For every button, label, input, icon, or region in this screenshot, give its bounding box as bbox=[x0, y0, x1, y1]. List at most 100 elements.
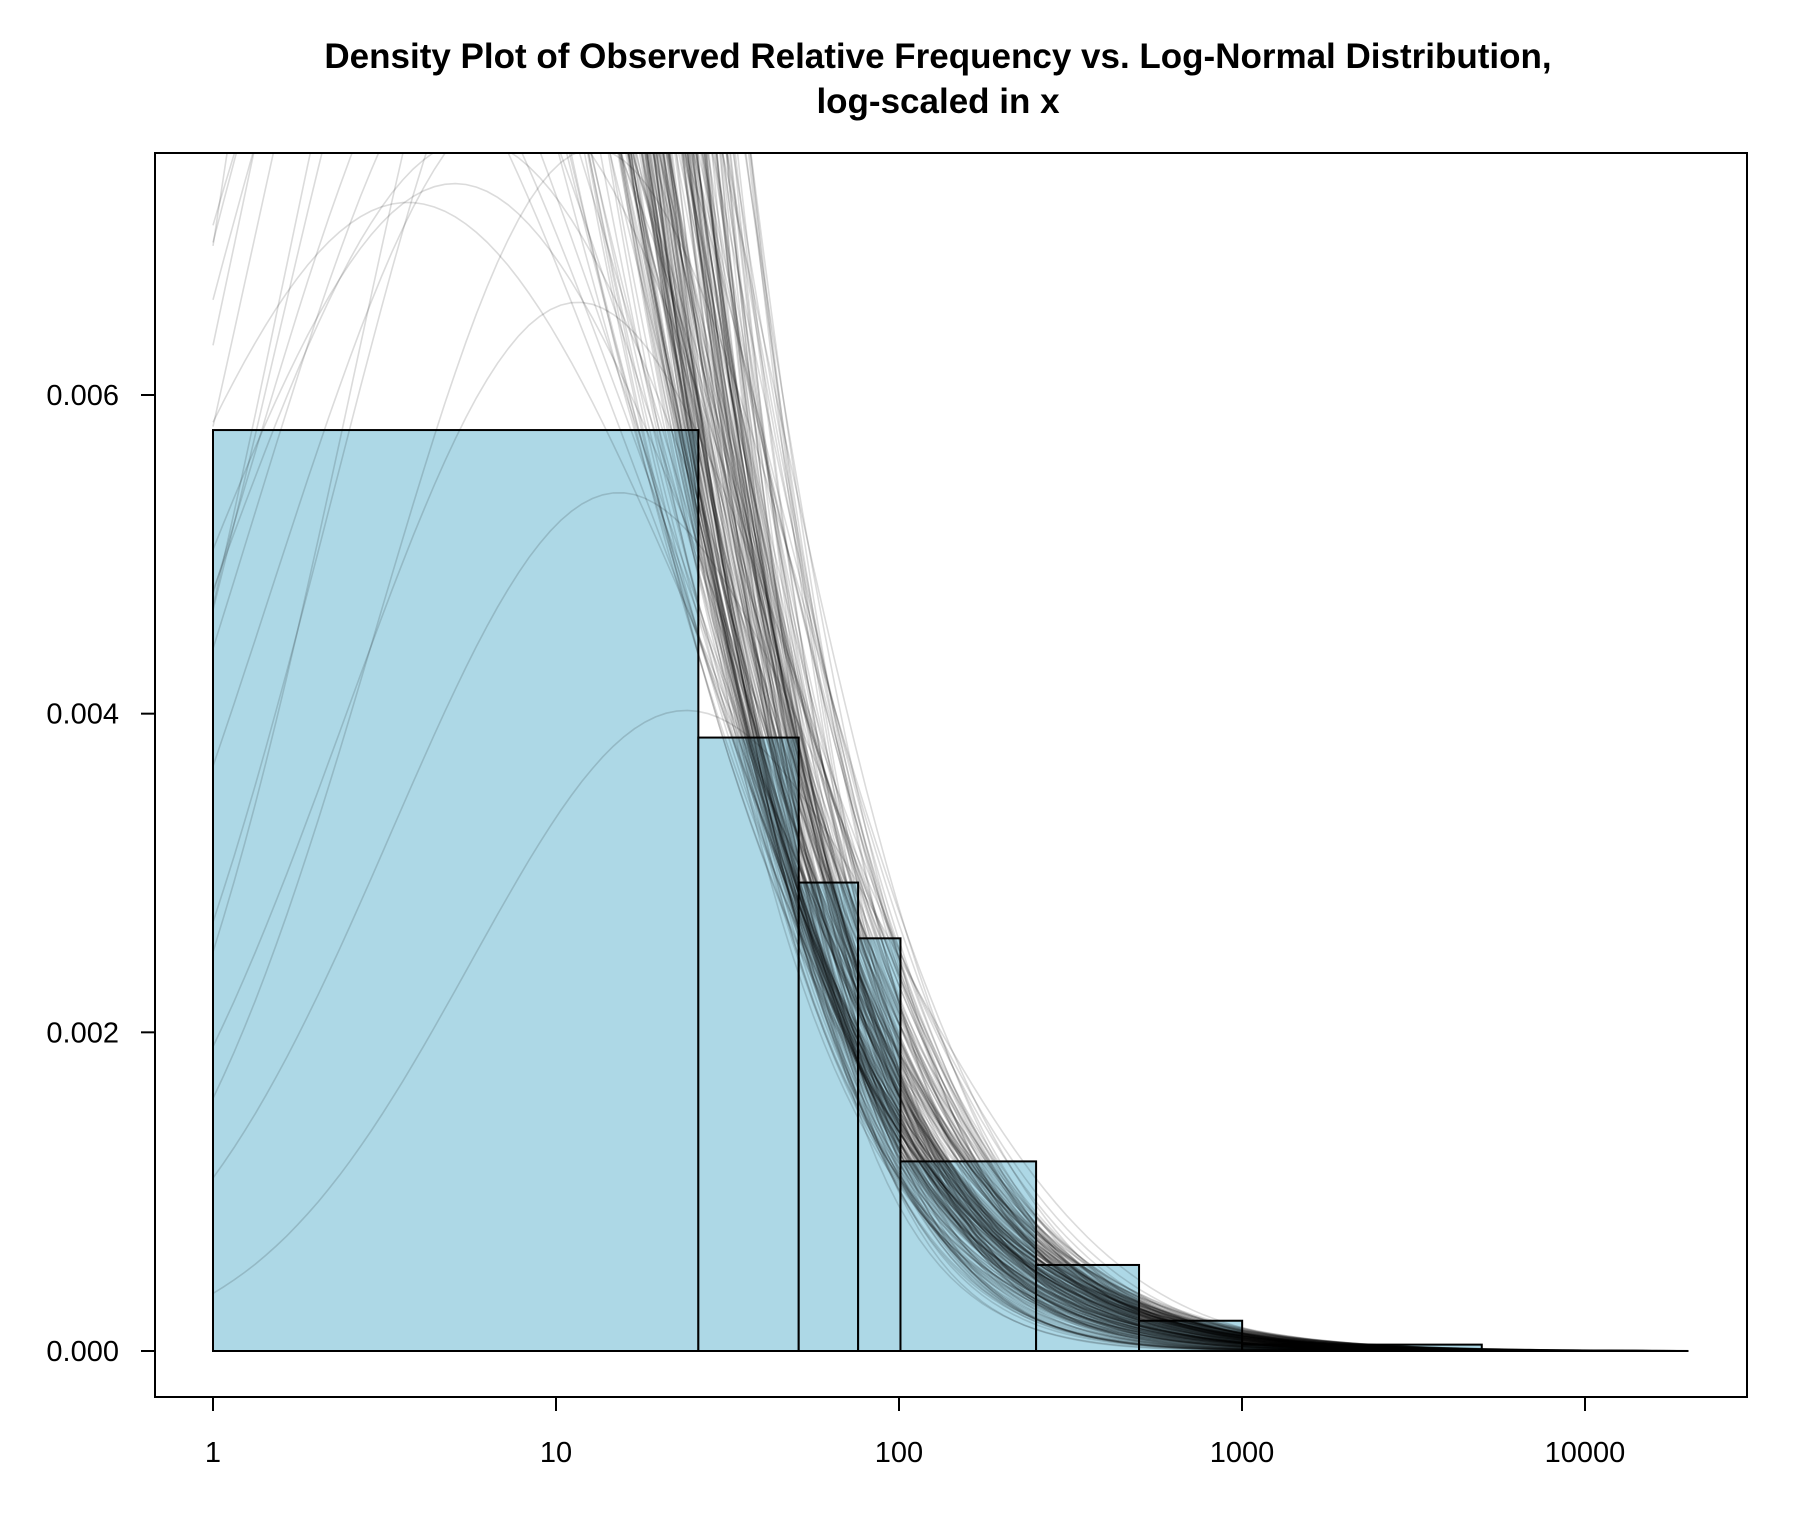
lognormal-curve-207 bbox=[669, 153, 1689, 1352]
lognormal-curve-177 bbox=[652, 153, 1689, 1352]
lognormal-curve-35 bbox=[646, 153, 1689, 1352]
lognormal-curve-169 bbox=[212, 201, 1689, 1352]
y-tick-label-1: 0.002 bbox=[46, 1017, 119, 1049]
lognormal-curve-127 bbox=[626, 153, 1689, 1352]
lognormal-curve-21 bbox=[620, 153, 1689, 1352]
lognormal-curve-6 bbox=[212, 153, 1689, 1352]
y-tick-label-3: 0.006 bbox=[46, 380, 119, 412]
lognormal-curve-28 bbox=[645, 153, 1689, 1352]
lognormal-curve-161 bbox=[627, 153, 1689, 1352]
lognormal-curve-104 bbox=[680, 153, 1689, 1352]
lognormal-curve-144 bbox=[640, 153, 1689, 1352]
lognormal-curve-143 bbox=[668, 153, 1689, 1352]
lognormal-curve-180 bbox=[666, 153, 1689, 1352]
lognormal-curve-113 bbox=[635, 153, 1689, 1352]
lognormal-curve-118 bbox=[590, 153, 1689, 1352]
lognormal-curve-9 bbox=[599, 153, 1689, 1352]
x-tick-label-1: 10 bbox=[540, 1437, 572, 1469]
lognormal-curve-148 bbox=[627, 153, 1689, 1352]
lognormal-curve-171 bbox=[559, 153, 1689, 1352]
lognormal-curve-103 bbox=[583, 153, 1689, 1352]
lognormal-curve-121 bbox=[619, 153, 1689, 1352]
lognormal-curve-82 bbox=[626, 153, 1689, 1352]
lognormal-curve-114 bbox=[630, 153, 1689, 1352]
lognormal-curve-219 bbox=[586, 153, 1689, 1352]
lognormal-curve-19 bbox=[212, 153, 1689, 1352]
lognormal-curve-215 bbox=[656, 153, 1689, 1352]
lognormal-curve-152 bbox=[679, 153, 1689, 1352]
x-tick-label-4: 10000 bbox=[1545, 1437, 1626, 1469]
lognormal-curve-129 bbox=[609, 153, 1689, 1352]
histogram-bar-1 bbox=[697, 736, 800, 1352]
lognormal-curve-140 bbox=[627, 153, 1689, 1352]
lognormal-curve-191 bbox=[618, 153, 1689, 1352]
lognormal-curve-172 bbox=[628, 153, 1689, 1352]
lognormal-curve-185 bbox=[212, 301, 1689, 1352]
lognormal-curve-200 bbox=[212, 153, 1689, 1352]
lognormal-curve-146 bbox=[617, 153, 1689, 1352]
lognormal-curve-156 bbox=[609, 153, 1689, 1352]
histogram-bar-0 bbox=[212, 429, 700, 1352]
chart-title: Density Plot of Observed Relative Freque… bbox=[324, 37, 1551, 76]
lognormal-curve-202 bbox=[587, 153, 1689, 1352]
lognormal-curve-68 bbox=[665, 153, 1689, 1352]
lognormal-curve-40 bbox=[641, 153, 1689, 1352]
lognormal-curve-36 bbox=[652, 153, 1689, 1352]
lognormal-curve-47 bbox=[507, 153, 1689, 1352]
chart-subtitle: log-scaled in x bbox=[816, 82, 1060, 121]
lognormal-curve-13 bbox=[587, 153, 1689, 1352]
lognormal-curve-164 bbox=[635, 153, 1689, 1352]
lognormal-curve-150 bbox=[565, 153, 1689, 1352]
lognormal-curve-112 bbox=[618, 153, 1689, 1352]
lognormal-curve-126 bbox=[655, 153, 1689, 1352]
y-tick-label-2: 0.004 bbox=[46, 699, 119, 731]
lognormal-curve-15 bbox=[212, 153, 1689, 1352]
lognormal-curve-94 bbox=[642, 153, 1689, 1352]
lognormal-curve-1 bbox=[627, 153, 1689, 1352]
histogram-bar-3 bbox=[857, 937, 902, 1352]
x-axis: 1 10 100 1000 10000 bbox=[205, 1396, 1626, 1469]
lognormal-curve-122 bbox=[644, 153, 1689, 1352]
histogram-bars bbox=[212, 429, 1483, 1353]
lognormal-curve-65 bbox=[630, 153, 1689, 1352]
lognormal-curve-4 bbox=[630, 153, 1689, 1352]
lognormal-curve-159 bbox=[624, 153, 1689, 1352]
lognormal-curve-44 bbox=[675, 153, 1689, 1352]
x-tick-label-3: 1000 bbox=[1210, 1437, 1275, 1469]
lognormal-curve-218 bbox=[620, 153, 1689, 1352]
lognormal-curve-165 bbox=[662, 153, 1689, 1352]
lognormal-curve-162 bbox=[557, 153, 1689, 1352]
lognormal-curve-18 bbox=[521, 153, 1689, 1352]
lognormal-curve-64 bbox=[662, 153, 1689, 1352]
lognormal-curve-141 bbox=[655, 153, 1689, 1352]
lognormal-curve-216 bbox=[539, 153, 1689, 1352]
lognormal-curve-59 bbox=[607, 153, 1689, 1352]
lognormal-curve-74 bbox=[649, 153, 1689, 1352]
lognormal-curve-105 bbox=[212, 153, 1689, 1352]
lognormal-curve-20 bbox=[650, 153, 1689, 1352]
x-tick-label-0: 1 bbox=[205, 1437, 221, 1469]
lognormal-curve-107 bbox=[646, 153, 1689, 1352]
lognormal-curve-91 bbox=[659, 153, 1689, 1352]
lognormal-curve-93 bbox=[647, 153, 1689, 1352]
lognormal-curve-116 bbox=[660, 153, 1689, 1352]
lognormal-curve-58 bbox=[630, 153, 1689, 1352]
histogram-bar-4 bbox=[899, 1160, 1038, 1352]
lognormal-curve-42 bbox=[590, 153, 1689, 1352]
lognormal-curve-111 bbox=[648, 153, 1689, 1352]
lognormal-curve-63 bbox=[649, 153, 1689, 1352]
lognormal-curve-25 bbox=[666, 153, 1689, 1352]
lognormal-curve-160 bbox=[570, 153, 1689, 1352]
lognormal-curve-214 bbox=[627, 153, 1689, 1352]
lognormal-curve-87 bbox=[644, 153, 1689, 1352]
lognormal-curve-2 bbox=[645, 153, 1689, 1352]
lognormal-curve-210 bbox=[620, 153, 1689, 1352]
lognormal-curve-198 bbox=[212, 491, 1689, 1352]
lognormal-curve-99 bbox=[645, 153, 1689, 1352]
lognormal-curve-11 bbox=[658, 153, 1689, 1352]
lognormal-curve-199 bbox=[640, 153, 1689, 1352]
lognormal-curve-45 bbox=[620, 153, 1689, 1352]
lognormal-curve-203 bbox=[646, 153, 1689, 1352]
lognormal-curve-73 bbox=[568, 153, 1689, 1352]
